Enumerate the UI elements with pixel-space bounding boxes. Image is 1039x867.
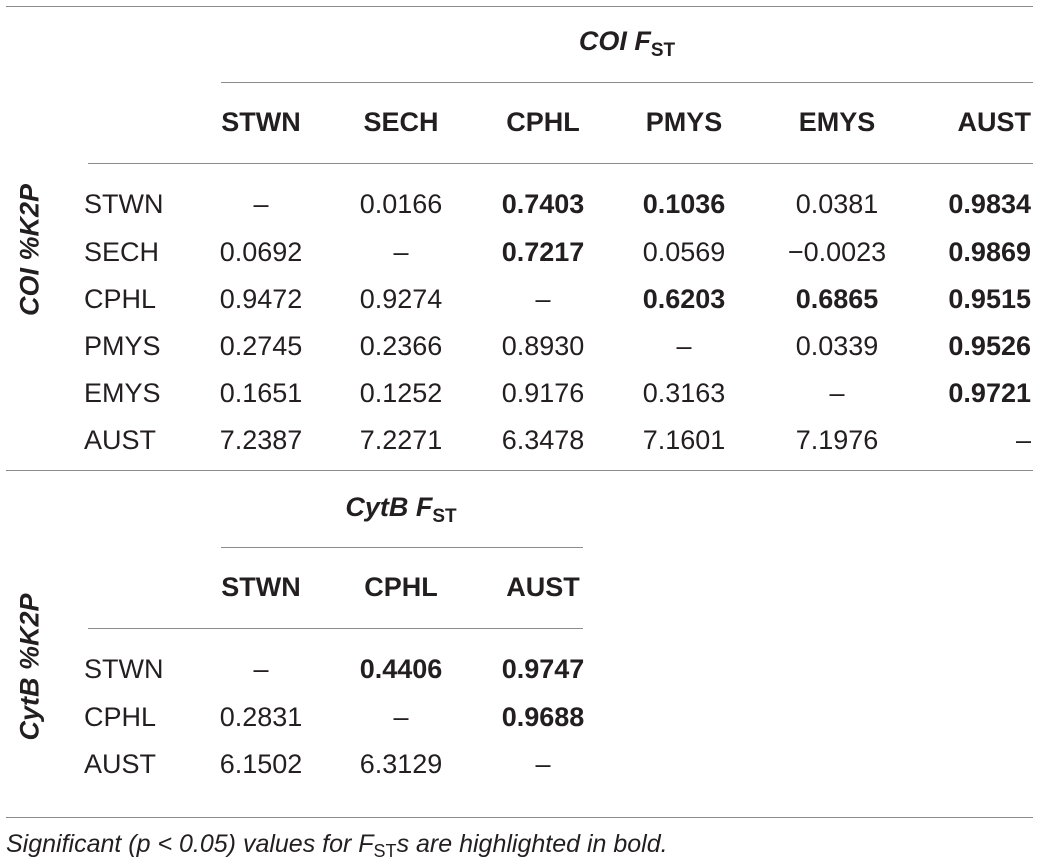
table-cell: 0.4406 xyxy=(359,654,443,684)
cytb-header-rule xyxy=(88,628,583,629)
coi-k2p-side-label: COI %K2P xyxy=(14,183,45,317)
table-cell: 6.1502 xyxy=(219,749,303,779)
column-header: SECH xyxy=(363,107,439,137)
top-rule xyxy=(6,6,1033,7)
table-cell: – xyxy=(1015,425,1031,455)
table-cell: 0.0166 xyxy=(359,189,443,219)
table-cell: 7.1601 xyxy=(642,425,726,455)
table-cell: 0.9834 xyxy=(948,189,1031,219)
table-cell: 0.9747 xyxy=(501,654,585,684)
row-label: STWN xyxy=(84,189,164,219)
table-cell: 0.9721 xyxy=(948,378,1031,408)
column-header: STWN xyxy=(221,572,301,602)
table-cell: 0.0692 xyxy=(219,237,303,267)
table-cell: – xyxy=(535,284,551,314)
table-cell: – xyxy=(676,331,692,361)
row-label: SECH xyxy=(84,237,160,267)
table-cell: 0.1252 xyxy=(359,378,443,408)
column-header: EMYS xyxy=(798,107,876,137)
table-cell: 0.9688 xyxy=(501,702,585,732)
table-cell: 0.0381 xyxy=(795,189,879,219)
column-header: AUST xyxy=(957,107,1032,137)
cytb-title-rule xyxy=(221,547,583,548)
table-cell: 0.2831 xyxy=(219,702,303,732)
table-cell: 0.9515 xyxy=(948,284,1031,314)
table-cell: – xyxy=(393,237,409,267)
table-cell: 0.0339 xyxy=(795,331,879,361)
footnote-rule xyxy=(6,817,1033,818)
table-cell: 0.6203 xyxy=(642,284,726,314)
table-cell: 6.3129 xyxy=(359,749,443,779)
section-divider-rule xyxy=(6,470,1033,471)
cytb-fst-title: CytB FST xyxy=(345,492,457,527)
table-cell: 0.9176 xyxy=(501,378,585,408)
column-header: PMYS xyxy=(645,107,723,137)
column-header: STWN xyxy=(221,107,301,137)
row-label: STWN xyxy=(84,654,164,684)
table-cell: – xyxy=(535,749,551,779)
table-cell: 0.9274 xyxy=(359,284,443,314)
column-header: CPHL xyxy=(506,107,580,137)
table-cell: – xyxy=(393,702,409,732)
table-cell: −0.0023 xyxy=(787,237,887,267)
table-cell: 7.2387 xyxy=(219,425,303,455)
table-cell: – xyxy=(253,654,269,684)
row-label: AUST xyxy=(84,425,157,455)
column-header: CPHL xyxy=(364,572,438,602)
row-label: AUST xyxy=(84,749,157,779)
table-cell: 0.1651 xyxy=(219,378,303,408)
table-cell: 0.2366 xyxy=(359,331,443,361)
table-cell: 0.7217 xyxy=(501,237,585,267)
row-label: PMYS xyxy=(84,331,161,361)
table-cell: 0.9869 xyxy=(948,237,1031,267)
coi-header-rule xyxy=(88,163,1033,164)
table-cell: 0.3163 xyxy=(642,378,726,408)
table-cell: 0.6865 xyxy=(795,284,879,314)
table-cell: 0.9472 xyxy=(219,284,303,314)
table-cell: 0.7403 xyxy=(501,189,585,219)
table-cell: 0.0569 xyxy=(642,237,726,267)
row-label: CPHL xyxy=(84,702,157,732)
table-cell: – xyxy=(829,378,845,408)
footnote: Significant (p < 0.05) values for FSTs a… xyxy=(6,830,668,861)
table-cell: 7.1976 xyxy=(795,425,879,455)
table-cell: – xyxy=(253,189,269,219)
table-cell: 7.2271 xyxy=(359,425,443,455)
column-header: AUST xyxy=(506,572,580,602)
table-cell: 0.1036 xyxy=(642,189,726,219)
row-label: EMYS xyxy=(84,378,161,408)
table-cell: 0.9526 xyxy=(948,331,1031,361)
table-cell: 0.8930 xyxy=(501,331,585,361)
coi-fst-title: COI FST xyxy=(578,26,676,61)
coi-title-rule xyxy=(221,82,1033,83)
table-cell: 6.3478 xyxy=(501,425,585,455)
table-cell: 0.2745 xyxy=(219,331,303,361)
cytb-k2p-side-label: CytB %K2P xyxy=(14,593,45,741)
row-label: CPHL xyxy=(84,284,157,314)
